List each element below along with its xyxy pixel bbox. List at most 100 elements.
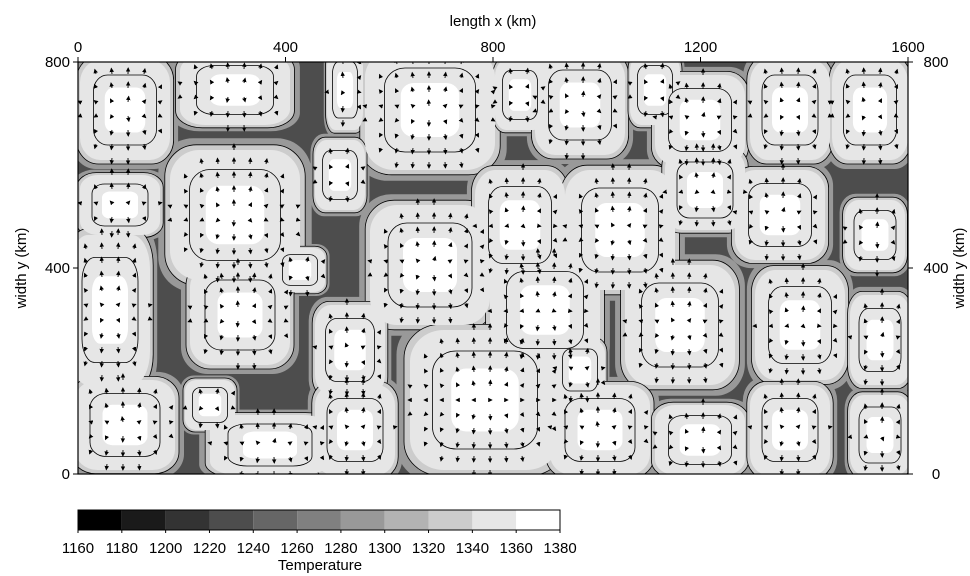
velocity-arrow — [215, 233, 220, 240]
velocity-arrow — [638, 319, 644, 324]
colorbar-tick-label: 1380 — [543, 540, 576, 557]
velocity-arrow — [415, 288, 420, 296]
cell-contour — [400, 83, 460, 137]
velocity-arrow — [367, 272, 373, 277]
velocity-arrow — [423, 426, 429, 432]
velocity-arrow — [99, 285, 104, 292]
velocity-arrow — [891, 208, 896, 215]
velocity-arrow — [597, 138, 602, 145]
velocity-arrow — [199, 172, 204, 179]
velocity-arrow — [93, 83, 99, 89]
velocity-arrow — [377, 393, 382, 400]
velocity-arrow — [845, 99, 851, 105]
velocity-arrow — [700, 426, 706, 434]
velocity-arrow — [817, 292, 822, 299]
velocity-arrow — [344, 440, 349, 447]
cell-contour — [508, 79, 532, 111]
velocity-arrow — [627, 81, 633, 86]
velocity-arrow — [694, 205, 699, 213]
velocity-arrow — [328, 388, 333, 395]
velocity-arrow — [877, 98, 882, 104]
velocity-arrow — [126, 115, 131, 123]
velocity-arrow — [797, 239, 802, 246]
velocity-arrow — [415, 302, 421, 310]
velocity-arrow — [439, 383, 445, 389]
velocity-arrow — [784, 367, 790, 375]
colorbar-tick-label: 1220 — [193, 540, 226, 557]
velocity-arrow — [360, 454, 366, 462]
colorbar-tick-label: 1260 — [280, 540, 313, 557]
velocity-arrow — [279, 217, 285, 222]
velocity-arrow — [594, 224, 600, 229]
velocity-arrow — [303, 456, 309, 462]
velocity-arrow — [703, 348, 708, 354]
velocity-arrow — [183, 188, 189, 194]
velocity-arrow — [610, 239, 615, 246]
velocity-arrow — [796, 81, 801, 89]
colorbar-swatch — [209, 510, 254, 530]
velocity-arrow — [717, 83, 722, 90]
velocity-arrow — [109, 200, 115, 206]
velocity-arrow — [668, 444, 674, 450]
velocity-arrow — [109, 82, 114, 89]
velocity-arrow — [142, 129, 147, 135]
velocity-arrow — [537, 192, 542, 199]
velocity-arrow — [780, 114, 785, 120]
colorbar-tick-label: 1200 — [149, 540, 182, 557]
velocity-arrow — [643, 110, 648, 118]
velocity-arrow — [183, 231, 189, 237]
velocity-arrow — [268, 348, 273, 355]
velocity-arrow — [610, 253, 616, 261]
cell-contour — [866, 319, 894, 361]
velocity-arrow — [596, 108, 602, 114]
colorbar-swatch — [516, 510, 560, 530]
velocity-arrow — [399, 212, 404, 220]
velocity-arrow — [199, 203, 205, 209]
velocity-arrow — [895, 450, 901, 456]
velocity-arrow — [279, 247, 285, 253]
velocity-arrow — [654, 319, 660, 324]
velocity-arrow — [132, 272, 137, 278]
velocity-arrow — [764, 210, 770, 215]
velocity-arrow — [612, 440, 617, 446]
velocity-arrow — [812, 194, 818, 200]
velocity-arrow — [215, 157, 221, 165]
velocity-arrow — [264, 247, 269, 254]
velocity-arrow — [328, 147, 333, 155]
velocity-arrow — [896, 403, 901, 410]
velocity-arrow — [842, 226, 848, 231]
velocity-arrow — [668, 83, 673, 90]
velocity-arrow — [492, 99, 498, 104]
velocity-arrow — [239, 456, 244, 462]
velocity-arrow — [360, 392, 366, 400]
velocity-arrow — [551, 384, 557, 389]
velocity-arrow — [779, 143, 785, 151]
velocity-arrow — [684, 144, 689, 152]
velocity-arrow — [579, 440, 585, 446]
velocity-arrow — [612, 108, 618, 113]
velocity-arrow — [219, 272, 224, 280]
velocity-arrow — [694, 172, 699, 179]
velocity-arrow — [471, 427, 477, 435]
velocity-arrow — [219, 303, 225, 309]
velocity-arrow — [796, 224, 801, 230]
velocity-arrow — [670, 300, 675, 308]
velocity-arrow — [503, 413, 509, 419]
velocity-arrow — [579, 454, 584, 461]
velocity-arrow — [410, 62, 416, 65]
velocity-arrow — [131, 316, 137, 321]
velocity-arrow — [678, 158, 683, 165]
cell-contour — [92, 276, 128, 344]
velocity-arrow — [863, 318, 868, 324]
velocity-arrow — [423, 353, 428, 359]
velocity-arrow — [627, 205, 632, 213]
velocity-arrow — [612, 123, 618, 129]
velocity-arrow — [120, 415, 125, 423]
velocity-arrow — [193, 110, 198, 116]
colorbar-tick-label: 1180 — [106, 540, 138, 557]
velocity-arrow — [627, 253, 632, 261]
velocity-arrow — [458, 88, 463, 94]
velocity-arrow — [703, 376, 708, 384]
velocity-arrow — [896, 303, 901, 310]
velocity-arrow — [109, 129, 114, 136]
